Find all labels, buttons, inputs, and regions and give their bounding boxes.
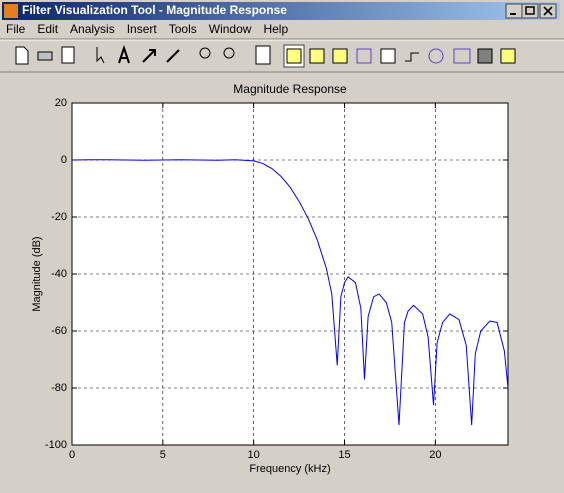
info-icon[interactable]	[477, 48, 493, 64]
y-axis-label: Magnitude (dB)	[31, 236, 43, 311]
menu-item[interactable]: Help	[263, 22, 288, 36]
pointer-icon[interactable]	[96, 47, 105, 64]
line-icon[interactable]	[166, 49, 180, 63]
app-icon	[4, 4, 18, 18]
window-buttons	[505, 3, 557, 19]
legend-icon[interactable]	[255, 45, 271, 65]
axes-box	[71, 102, 509, 446]
x-axis-label: Frequency (kHz)	[249, 463, 330, 475]
mag-phase-icon[interactable]	[332, 48, 348, 64]
menu-item[interactable]: Analysis	[70, 22, 115, 36]
print-icon[interactable]	[37, 51, 53, 61]
arrow-icon[interactable]	[142, 49, 156, 63]
y-tick-label: -60	[51, 325, 67, 337]
y-tick-label: -100	[45, 439, 67, 451]
title-bar	[2, 2, 560, 20]
x-tick-label: 20	[429, 449, 441, 461]
text-icon[interactable]	[118, 44, 130, 64]
zoom-in-icon[interactable]	[199, 47, 211, 59]
preview-icon[interactable]	[61, 46, 75, 64]
minimize-button[interactable]	[505, 3, 523, 19]
menu-bar: File Edit Analysis Insert Tools Window Help	[6, 22, 288, 36]
pole-zero-icon[interactable]	[428, 48, 444, 64]
menu-item[interactable]: Tools	[169, 22, 197, 36]
noise-icon[interactable]	[500, 48, 516, 64]
x-tick-label: 10	[248, 449, 260, 461]
y-tick-label: -80	[51, 382, 67, 394]
impulse-icon[interactable]	[380, 48, 396, 64]
magnitude-icon	[286, 48, 302, 64]
chart-title: Magnitude Response	[233, 82, 347, 96]
x-tick-label: 15	[338, 449, 350, 461]
y-tick-label: -20	[51, 211, 67, 223]
step-icon[interactable]	[405, 52, 419, 62]
window-title: Filter Visualization Tool - Magnitude Re…	[22, 3, 287, 17]
x-tick-label: 5	[160, 449, 166, 461]
y-tick-label: 20	[55, 97, 67, 109]
response-line	[71, 159, 509, 426]
toolbar	[15, 44, 516, 68]
zoom-out-icon[interactable]	[223, 47, 235, 59]
y-tick-label: -40	[51, 268, 67, 280]
menu-item[interactable]: Edit	[37, 22, 58, 36]
menu-item[interactable]: File	[6, 22, 26, 36]
maximize-button[interactable]	[521, 3, 539, 19]
close-glyph	[543, 6, 553, 16]
menu-item[interactable]: Insert	[127, 22, 158, 36]
menu-item[interactable]: Window	[209, 22, 252, 36]
group-delay-icon[interactable]	[356, 48, 372, 64]
maximize-glyph	[525, 6, 535, 15]
coeff-icon[interactable]	[453, 48, 471, 64]
x-tick-label: 0	[69, 449, 75, 461]
y-tick-label: 0	[61, 154, 67, 166]
phase-icon[interactable]	[309, 48, 325, 64]
new-icon[interactable]	[15, 46, 29, 65]
